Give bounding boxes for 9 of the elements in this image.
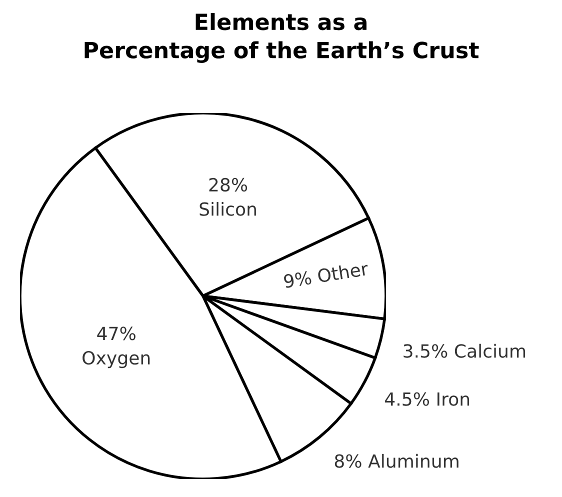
slice-label: 3.5% Calcium: [404, 344, 526, 358]
data-label: 47%: [97, 326, 136, 340]
slice-label: Oxygen: [82, 350, 150, 368]
data-label: 28%: [209, 178, 248, 192]
slice-label: 8% Aluminum: [334, 454, 458, 468]
slice-label: 9% Other: [283, 261, 370, 288]
chart-title: Elements as a Percentage of the Earth’s Crust: [84, 13, 479, 63]
slice-label: 4.5% Iron: [385, 392, 470, 406]
slice-label: Silicon: [200, 202, 256, 216]
